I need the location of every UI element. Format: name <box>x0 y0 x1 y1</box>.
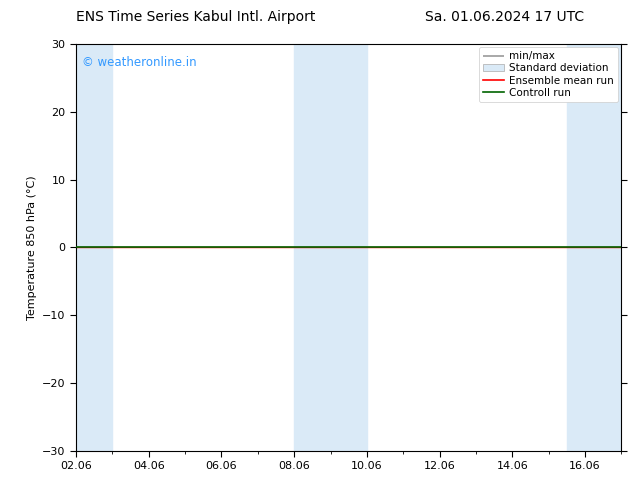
Y-axis label: Temperature 850 hPa (°C): Temperature 850 hPa (°C) <box>27 175 37 320</box>
Text: ENS Time Series Kabul Intl. Airport: ENS Time Series Kabul Intl. Airport <box>76 10 316 24</box>
Bar <box>294 44 367 451</box>
Legend: min/max, Standard deviation, Ensemble mean run, Controll run: min/max, Standard deviation, Ensemble me… <box>479 47 618 102</box>
Bar <box>567 44 621 451</box>
Text: © weatheronline.in: © weatheronline.in <box>82 56 196 69</box>
Text: Sa. 01.06.2024 17 UTC: Sa. 01.06.2024 17 UTC <box>425 10 584 24</box>
Bar <box>76 44 112 451</box>
